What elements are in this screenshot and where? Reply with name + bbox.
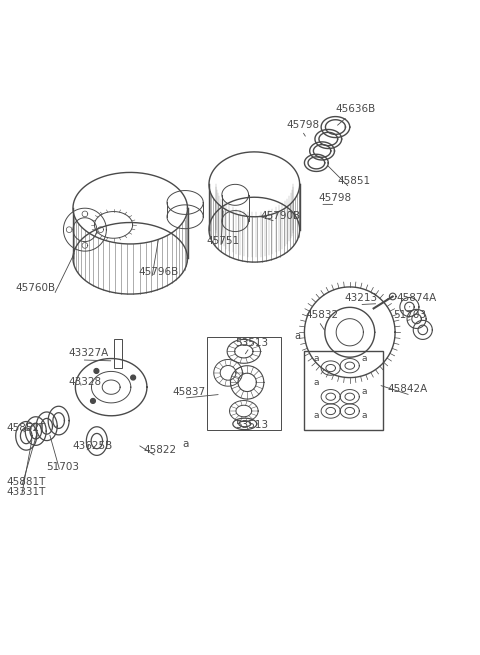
Text: a: a bbox=[183, 439, 189, 449]
Text: 43331T: 43331T bbox=[6, 487, 46, 496]
Text: 45636B: 45636B bbox=[336, 103, 376, 114]
Text: 45852T: 45852T bbox=[6, 422, 46, 432]
Text: 43328: 43328 bbox=[68, 377, 101, 386]
Text: 45881T: 45881T bbox=[6, 477, 46, 487]
Text: 43213: 43213 bbox=[344, 293, 377, 303]
Bar bbox=[206, 337, 281, 430]
Text: 45851: 45851 bbox=[337, 176, 371, 186]
Text: 51703: 51703 bbox=[46, 462, 79, 472]
Text: a: a bbox=[313, 411, 319, 420]
Text: 45842A: 45842A bbox=[387, 384, 427, 394]
Text: 43625B: 43625B bbox=[72, 441, 112, 451]
Text: 43327A: 43327A bbox=[68, 348, 108, 358]
Text: 45760B: 45760B bbox=[16, 283, 56, 293]
Circle shape bbox=[94, 369, 99, 373]
Text: 45798: 45798 bbox=[318, 193, 351, 203]
Text: 45874A: 45874A bbox=[396, 293, 437, 303]
Text: a: a bbox=[313, 354, 319, 363]
Text: a: a bbox=[361, 387, 367, 396]
Text: 45837: 45837 bbox=[172, 387, 205, 398]
Text: a: a bbox=[313, 378, 319, 386]
Text: 45798: 45798 bbox=[287, 120, 320, 130]
Circle shape bbox=[131, 375, 135, 380]
Text: a: a bbox=[361, 354, 367, 363]
Bar bbox=[304, 351, 383, 430]
Bar bbox=[114, 339, 122, 368]
Text: a: a bbox=[294, 331, 300, 341]
Text: 45796B: 45796B bbox=[138, 267, 179, 277]
Text: 51703: 51703 bbox=[393, 310, 426, 320]
Text: a: a bbox=[361, 411, 367, 420]
Text: 45751: 45751 bbox=[206, 236, 240, 246]
Circle shape bbox=[91, 398, 96, 403]
Text: 45822: 45822 bbox=[144, 445, 177, 455]
Text: 45790B: 45790B bbox=[260, 211, 300, 221]
Text: 53513: 53513 bbox=[235, 337, 268, 348]
Text: 53513: 53513 bbox=[235, 420, 268, 430]
Text: 45832: 45832 bbox=[306, 310, 339, 320]
